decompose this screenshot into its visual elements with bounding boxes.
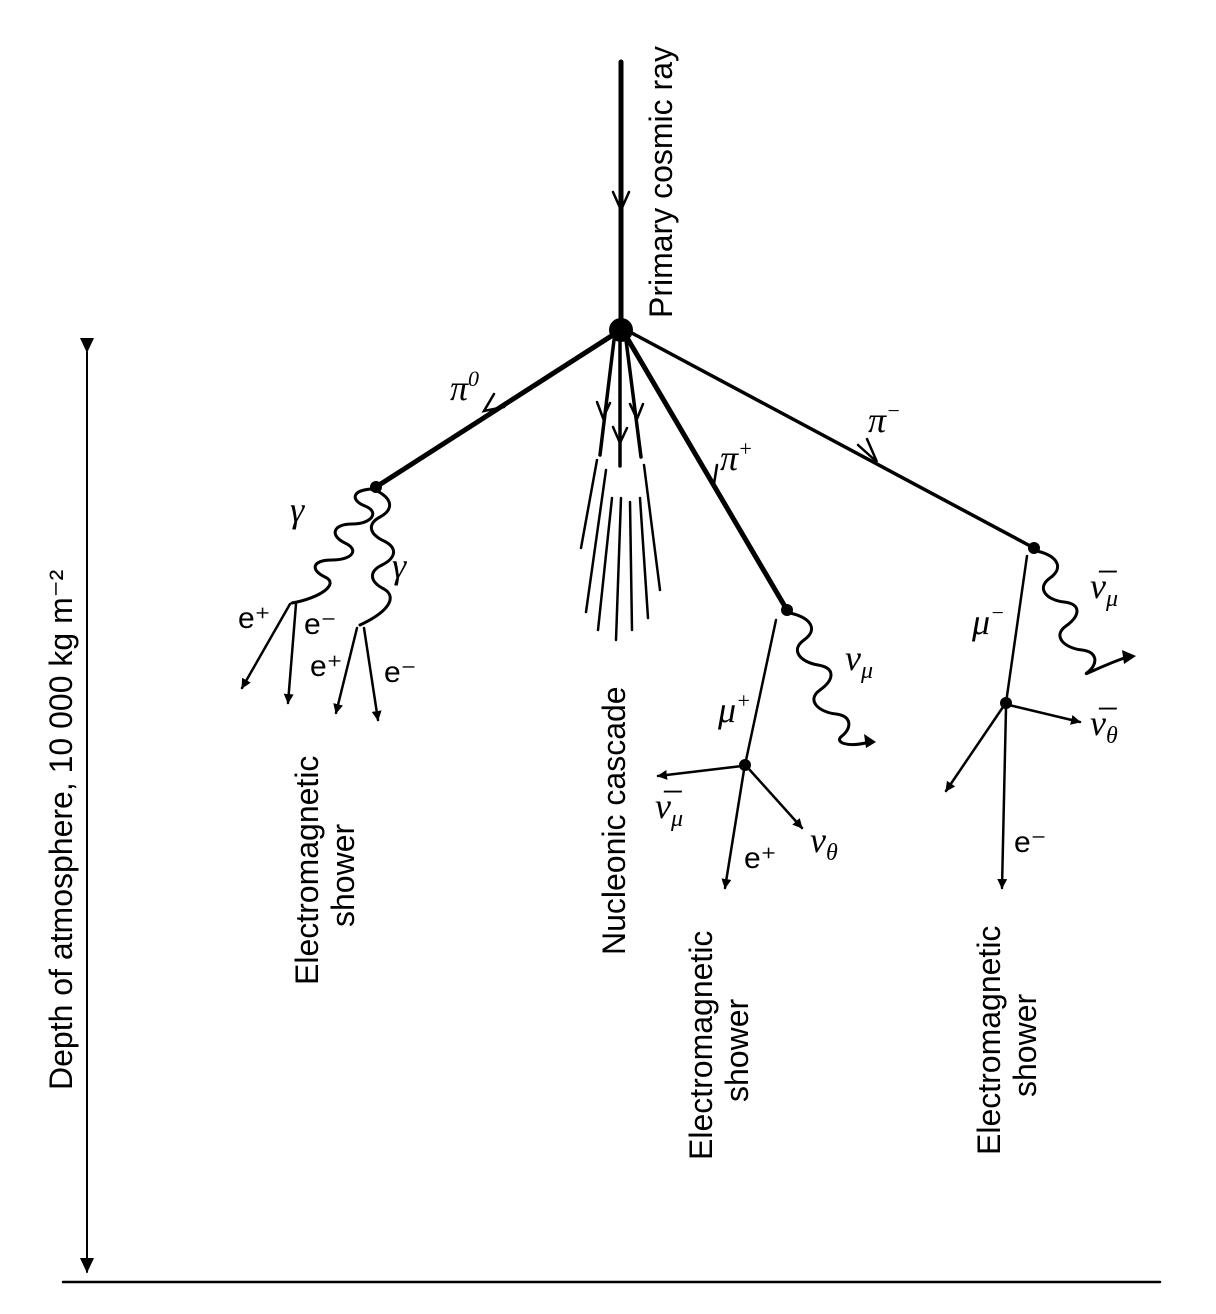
depth-label: Depth of atmosphere, 10 000 kg m⁻² (43, 569, 79, 1090)
pi-minus-track (628, 330, 1036, 550)
pi0-eminus-2-track (362, 626, 382, 722)
nubar-mu-wavy (1035, 549, 1132, 676)
mu-plus-track (743, 618, 778, 767)
nubar-mu-arrowhead (1122, 650, 1136, 664)
mu-minus-nubar-theta-label: ν̅θ (1090, 703, 1118, 749)
pi0-track (373, 330, 619, 490)
pi0-eplus-2-label: e⁺ (310, 650, 343, 683)
primary-label: Primary cosmic ray (643, 46, 679, 318)
gamma-2-wavy (358, 490, 395, 627)
pi0-arrowhead (481, 392, 506, 413)
mu-minus-nubar-theta-track (1007, 703, 1082, 725)
pi0-eplus-2-track (333, 626, 359, 715)
gamma-1-label: γ (290, 490, 305, 530)
pi0-eplus-1-label: e⁺ (238, 602, 271, 635)
nu-mu-label: νμ (845, 638, 873, 684)
pi-plus-label: π+ (720, 436, 753, 478)
primary-ray-arrowhead (611, 190, 631, 214)
mu-minus-eminus-label: e⁻ (1014, 826, 1047, 859)
mu-plus-eplus-track (721, 768, 746, 890)
mu-minus-eminus-track (997, 706, 1008, 890)
nubar-mu-label: ν̅μ (1090, 566, 1118, 612)
pi-minus-arrowhead (856, 437, 879, 463)
mu-plus-eplus-label: e⁺ (744, 842, 777, 875)
mu-plus-nubar-mu-label: ν̅μ (655, 786, 683, 832)
pi0-eminus-1-track (283, 602, 298, 705)
pi0-eminus-2-label: e⁻ (384, 656, 417, 689)
nu-mu-arrowhead (864, 734, 876, 748)
pi-plus-arrowhead (702, 463, 719, 488)
pi0-label: π0 (450, 366, 479, 408)
pi-minus-label: π− (868, 398, 901, 440)
pi0-eplus-1-track (240, 602, 292, 690)
mu-plus-nu-theta-track (746, 766, 804, 830)
em-shower-left-label: Electromagneticshower (289, 756, 361, 985)
nucleonic-label: Nucleonic cascade (596, 686, 632, 955)
gamma-2-label: γ (392, 546, 407, 586)
em-shower-right-label: Electromagneticshower (971, 926, 1043, 1155)
mu-plus-nu-theta-label: νθ (810, 820, 838, 866)
mu-plus-label: μ+ (717, 688, 751, 730)
gamma-1-wavy (290, 487, 375, 605)
nu-mu-wavy (788, 611, 872, 746)
pi0-eminus-1-label: e⁻ (304, 608, 337, 641)
nucleonic-cascade (579, 338, 662, 642)
mu-minus-side-track (944, 705, 1005, 793)
em-shower-middle-label: Electromagneticshower (683, 931, 755, 1160)
mu-minus-track (1004, 554, 1029, 705)
mu-minus-label: μ− (971, 600, 1005, 642)
mu-plus-nubar-mu-track (656, 764, 744, 780)
